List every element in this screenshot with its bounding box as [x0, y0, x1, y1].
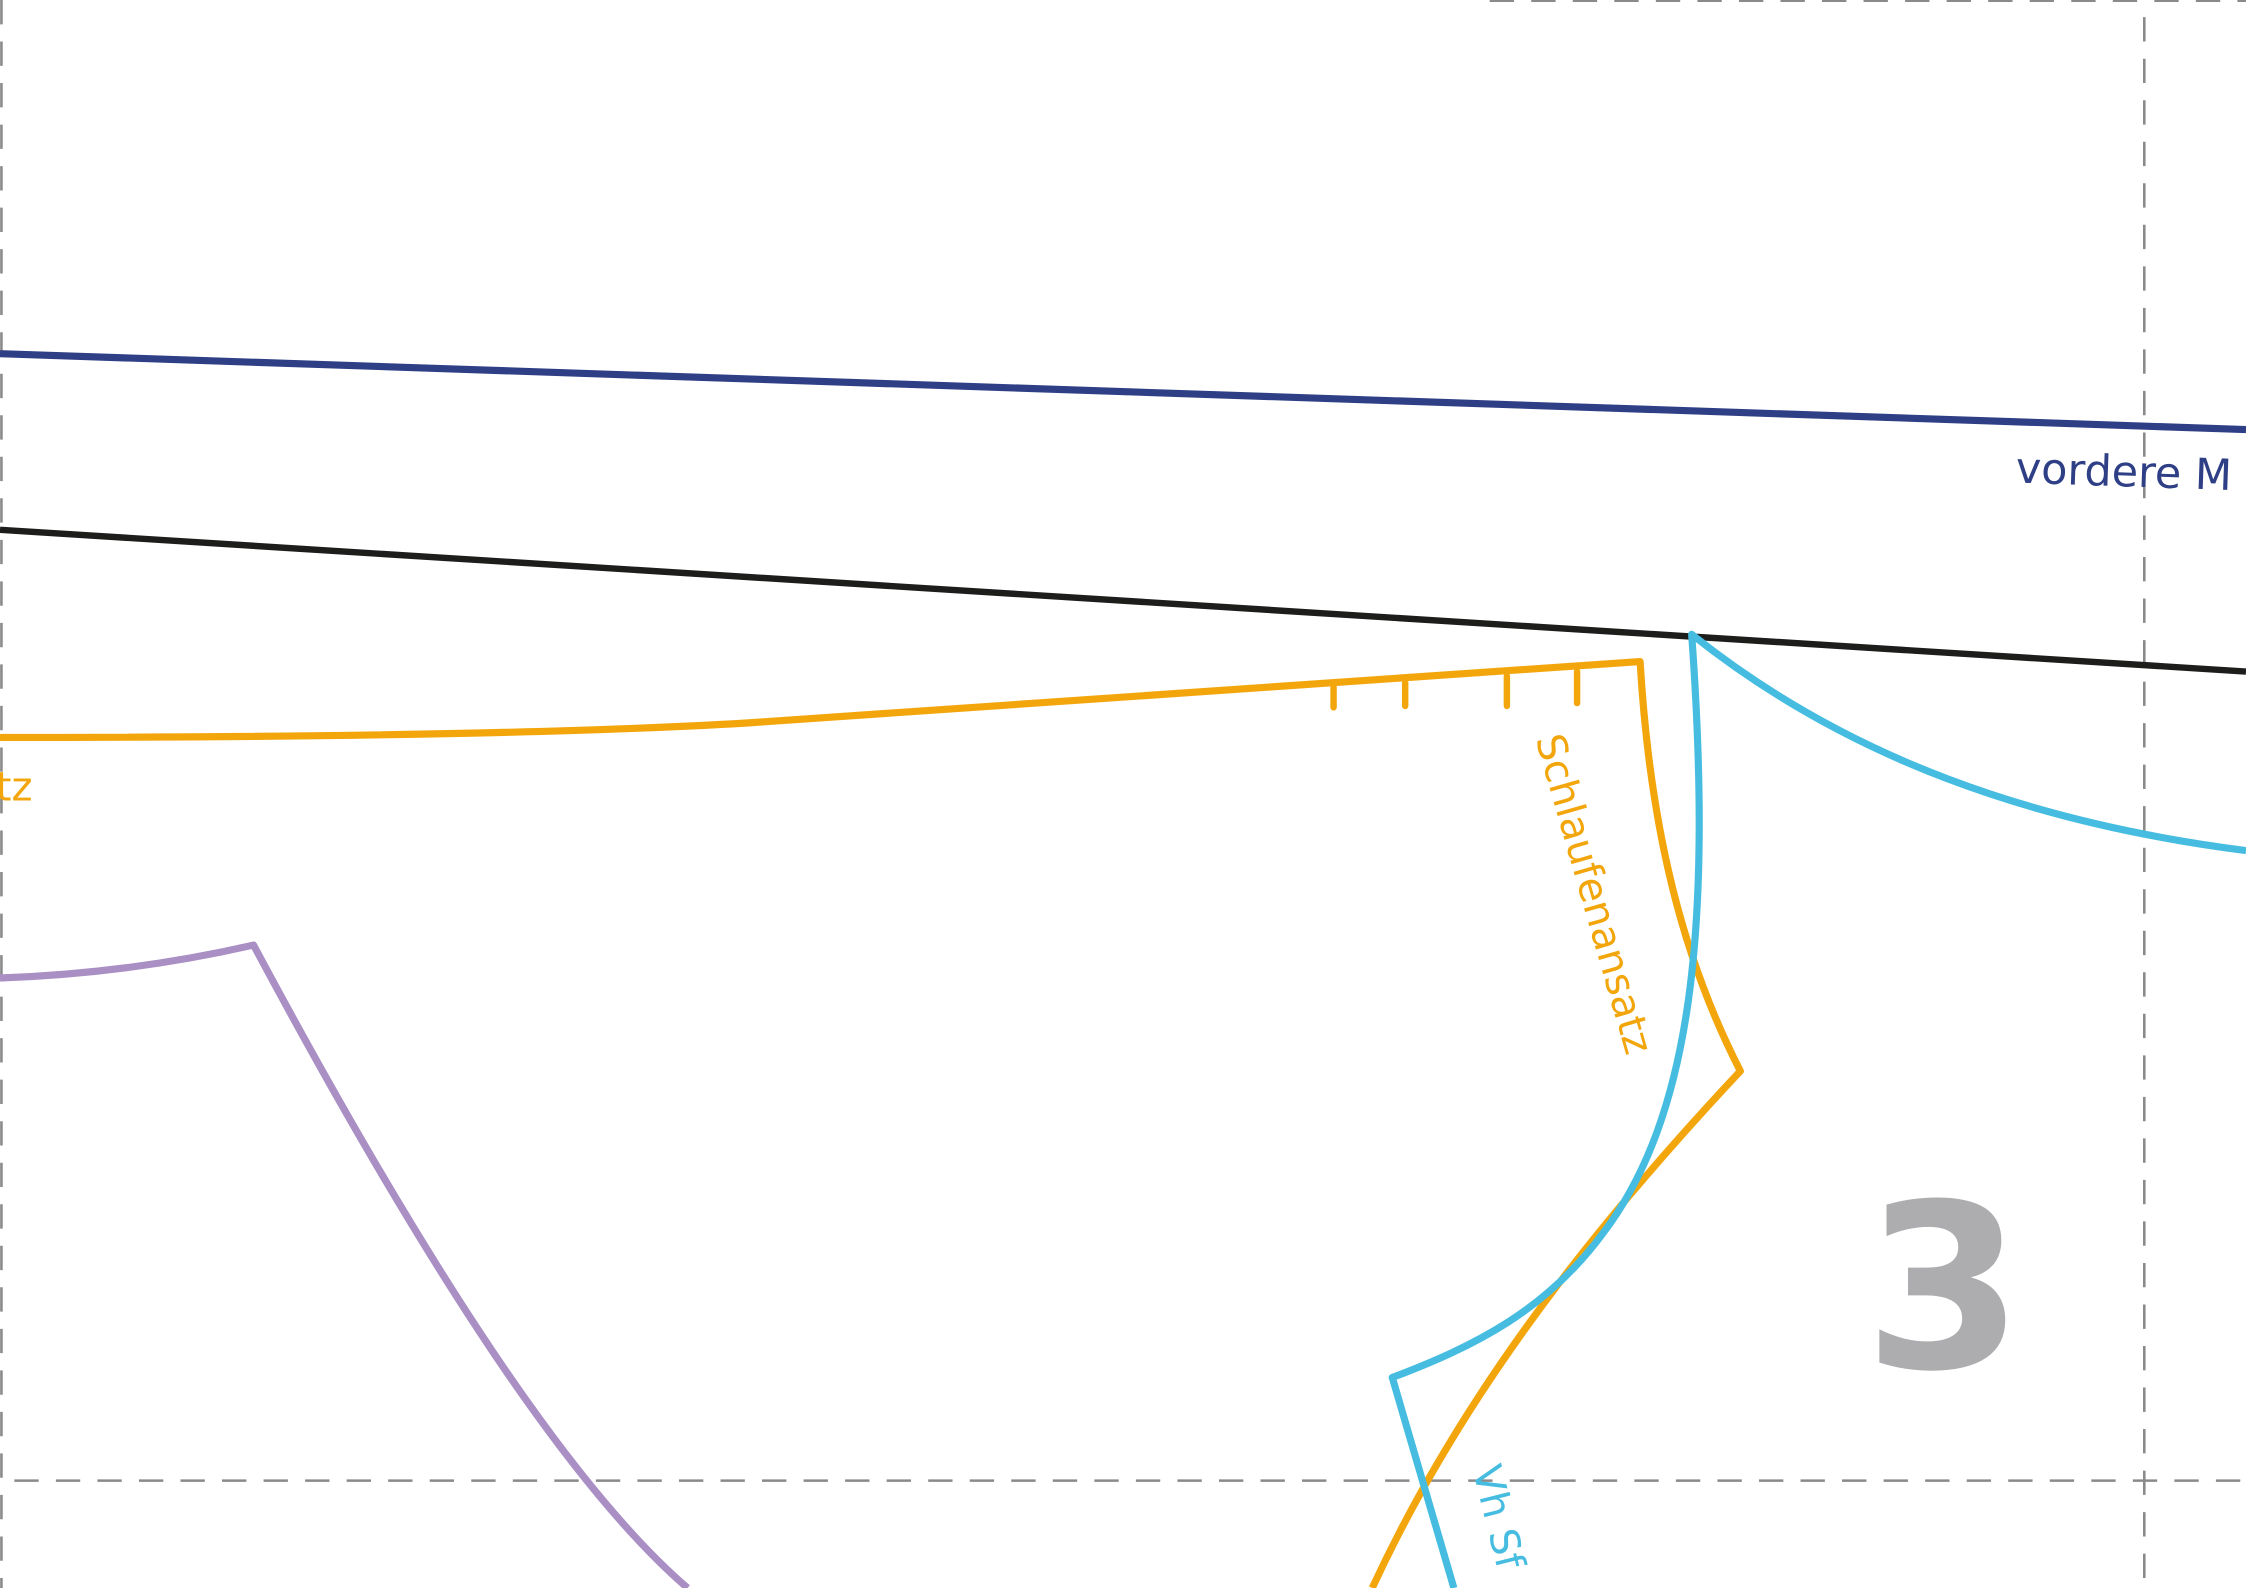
left-edge-label-fragment: tz	[0, 764, 32, 810]
vh-label-fragment: Vh Sf	[1463, 1460, 1533, 1574]
orange-pattern-outline	[0, 657, 1744, 1588]
notch-marks	[1330, 668, 1581, 711]
page-number: 3	[1864, 1156, 2023, 1423]
cyan-pattern-outline	[1388, 630, 2246, 1588]
reference-line	[0, 526, 2246, 675]
center-front-line	[0, 350, 2246, 434]
center-front-label: vordere M	[2015, 444, 2233, 502]
lavender-pattern-outline	[0, 941, 690, 1588]
schlaufenansatz-label: Schlaufenansatz	[1526, 729, 1661, 1059]
